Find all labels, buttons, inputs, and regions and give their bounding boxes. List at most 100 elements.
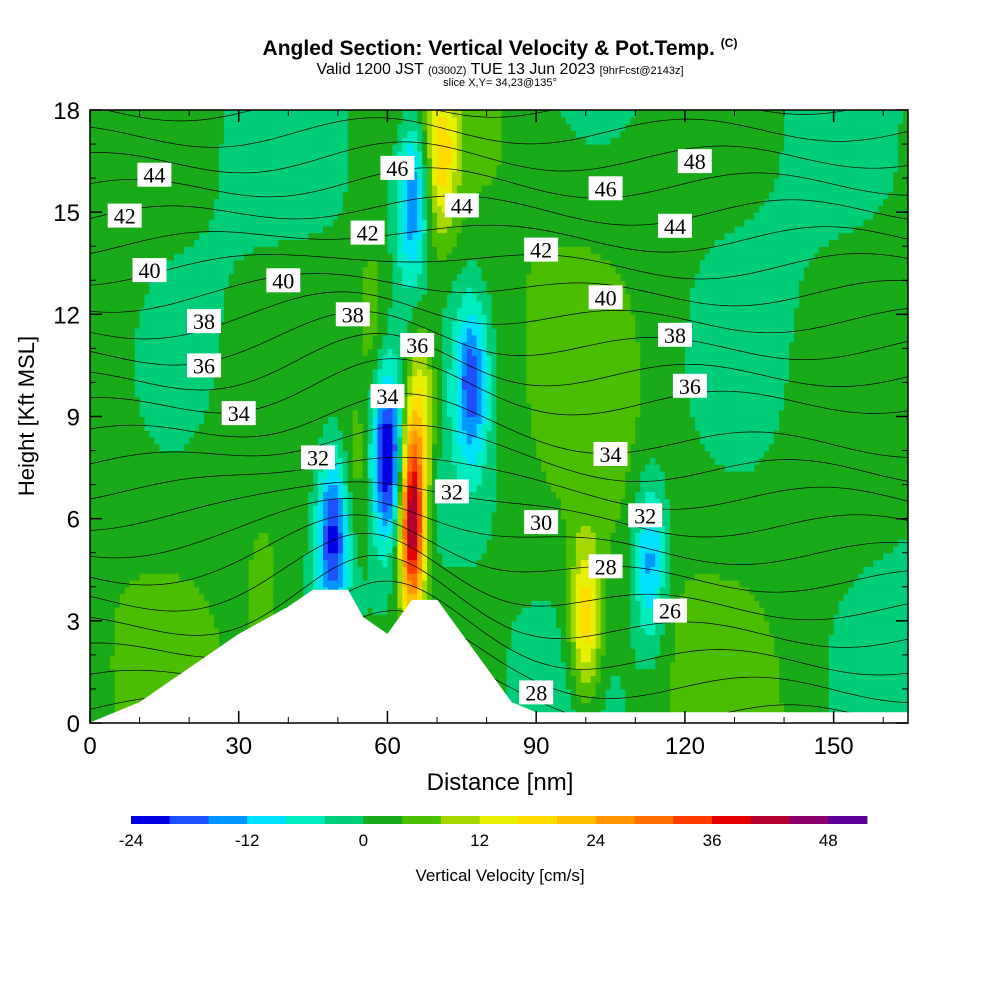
velocity-cell: [679, 668, 686, 676]
velocity-cell: [744, 682, 750, 690]
velocity-cell: [382, 586, 389, 595]
velocity-cell: [139, 688, 146, 697]
velocity-cell: [253, 607, 260, 615]
velocity-cell: [496, 600, 503, 608]
velocity-cell: [729, 654, 736, 663]
velocity-cell: [560, 593, 567, 601]
velocity-cell: [784, 614, 790, 622]
velocity-cell: [724, 600, 731, 608]
velocity-cell: [233, 607, 240, 615]
velocity-cell: [223, 539, 230, 547]
velocity-cell: [308, 545, 314, 554]
velocity-cell: [238, 614, 245, 622]
velocity-cell: [109, 607, 116, 615]
velocity-cell: [233, 566, 240, 574]
velocity-cell: [828, 641, 835, 649]
velocity-cell: [848, 627, 855, 636]
velocity-cell: [620, 627, 627, 636]
velocity-cell: [764, 545, 770, 554]
velocity-cell: [323, 559, 329, 567]
velocity-cell: [903, 661, 908, 670]
velocity-cell: [154, 525, 161, 533]
velocity-cell: [848, 525, 855, 533]
velocity-cell: [684, 634, 691, 642]
velocity-cell: [570, 586, 577, 595]
velocity-cell: [679, 654, 686, 663]
velocity-cell: [833, 532, 840, 540]
velocity-cell: [536, 593, 542, 601]
velocity-cell: [283, 566, 289, 574]
velocity-cell: [551, 532, 557, 540]
velocity-cell: [551, 661, 557, 670]
velocity-cell: [204, 648, 210, 656]
velocity-cell: [878, 654, 884, 663]
velocity-cell: [620, 518, 627, 527]
velocity-cell: [570, 539, 577, 547]
velocity-cell: [323, 525, 329, 533]
velocity-cell: [620, 648, 627, 656]
velocity-cell: [159, 579, 165, 588]
velocity-cell: [293, 559, 299, 567]
velocity-cell: [491, 627, 498, 636]
velocity-cell: [402, 552, 408, 561]
velocity-cell: [367, 566, 374, 574]
velocity-cell: [506, 648, 512, 656]
velocity-cell: [511, 532, 517, 540]
velocity-cell: [248, 607, 255, 615]
velocity-cell: [323, 545, 329, 554]
velocity-cell: [843, 695, 850, 704]
velocity-cell: [164, 661, 170, 670]
velocity-cell: [670, 675, 676, 683]
velocity-cell: [511, 661, 517, 670]
velocity-cell: [679, 525, 686, 533]
velocity-cell: [99, 648, 106, 656]
velocity-cell: [109, 518, 116, 527]
velocity-cell: [114, 532, 121, 540]
velocity-cell: [823, 573, 830, 581]
velocity-cell: [377, 620, 384, 629]
velocity-cell: [665, 661, 671, 670]
velocity-cell: [124, 566, 131, 574]
velocity-cell: [734, 532, 741, 540]
velocity-cell: [109, 579, 116, 588]
velocity-cell: [129, 586, 136, 595]
velocity-cell: [575, 634, 582, 642]
velocity-cell: [729, 525, 736, 533]
velocity-cell: [888, 566, 894, 574]
velocity-cell: [466, 539, 473, 547]
velocity-cell: [674, 702, 681, 710]
velocity-cell: [471, 518, 478, 527]
velocity-cell: [154, 641, 161, 649]
velocity-cell: [754, 539, 760, 547]
velocity-cell: [318, 559, 324, 567]
velocity-cell: [199, 614, 205, 622]
velocity-cell: [293, 539, 299, 547]
velocity-cell: [377, 552, 384, 561]
velocity-cell: [679, 573, 686, 581]
velocity-cell: [803, 593, 810, 601]
velocity-cell: [868, 525, 874, 533]
velocity-cell: [575, 682, 582, 690]
velocity-cell: [90, 675, 96, 683]
velocity-cell: [119, 511, 126, 520]
velocity-cell: [511, 593, 517, 601]
valid-time: Valid 1200 JST: [316, 61, 424, 78]
velocity-cell: [808, 634, 815, 642]
velocity-cell: [392, 579, 398, 588]
velocity-cell: [565, 518, 572, 527]
velocity-cell: [204, 532, 210, 540]
velocity-cell: [709, 695, 716, 704]
velocity-cell: [769, 593, 775, 601]
velocity-cell: [843, 682, 850, 690]
velocity-cell: [774, 620, 780, 629]
velocity-cell: [868, 559, 874, 567]
velocity-cell: [808, 695, 815, 704]
velocity-cell: [154, 668, 161, 676]
velocity-cell: [337, 539, 344, 547]
velocity-cell: [808, 668, 815, 676]
velocity-cell: [704, 600, 711, 608]
velocity-cell: [769, 688, 775, 697]
velocity-cell: [893, 573, 899, 581]
velocity-cell: [684, 661, 691, 670]
velocity-cell: [387, 579, 394, 588]
